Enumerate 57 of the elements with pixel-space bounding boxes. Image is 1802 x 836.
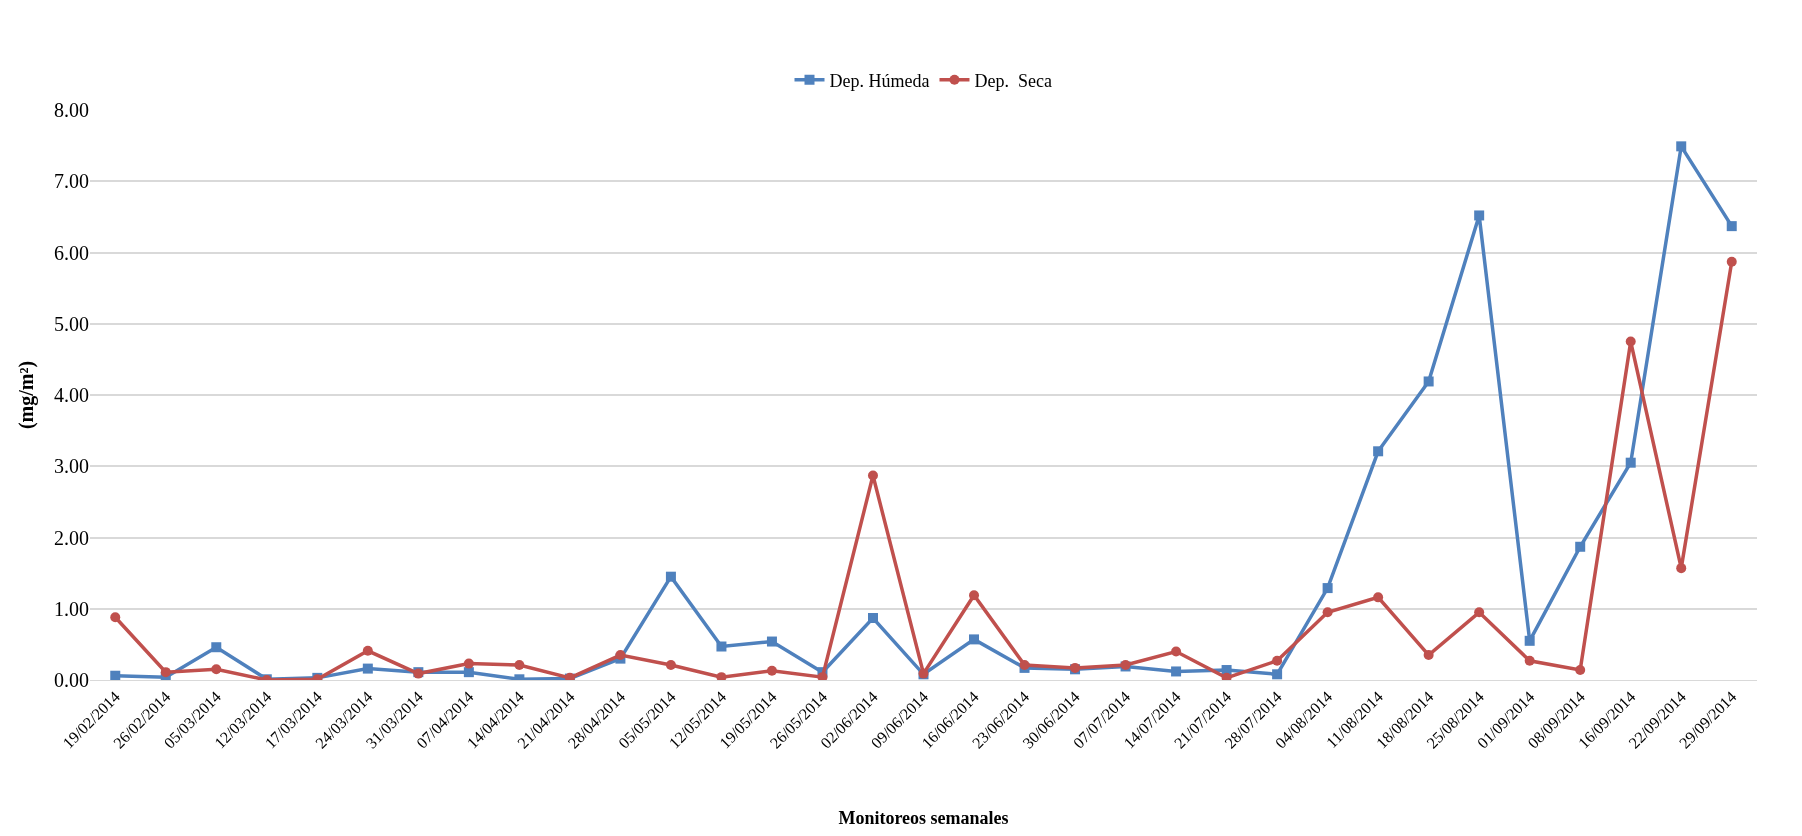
point: [463, 667, 474, 678]
point: [362, 645, 373, 656]
point: [1676, 141, 1687, 152]
point: [1625, 457, 1636, 468]
x-axis-title: Monitoreos semanales: [838, 807, 1009, 828]
point: [1322, 607, 1333, 618]
y-axis-title: (mg/m²): [14, 360, 38, 430]
point: [969, 634, 980, 645]
point: [1625, 336, 1636, 347]
point: [969, 590, 980, 601]
point: [160, 667, 171, 678]
y-tick-label: 1.00: [54, 597, 89, 620]
point: [1221, 672, 1232, 680]
point: [716, 641, 727, 652]
y-tick-label: 5.00: [54, 312, 89, 335]
point: [766, 665, 777, 676]
point: [1373, 446, 1384, 457]
point: [1575, 665, 1586, 676]
point: [1171, 666, 1182, 677]
point: [1726, 256, 1737, 267]
point: [1676, 563, 1687, 574]
point: [665, 660, 676, 671]
point: [110, 670, 121, 680]
legend-label: Dep. Húmeda: [829, 70, 930, 91]
point: [665, 571, 676, 582]
point: [1726, 221, 1737, 232]
point: [1524, 635, 1535, 646]
y-tick-label: 2.00: [54, 526, 89, 549]
point: [1322, 583, 1333, 594]
point: [867, 470, 878, 481]
point: [1423, 650, 1434, 661]
point: [514, 660, 525, 671]
y-tick-label: 7.00: [54, 170, 89, 193]
point: [1474, 607, 1485, 618]
point: [1373, 592, 1384, 603]
point: [211, 664, 222, 675]
legend-label: Dep. Seca: [974, 70, 1052, 91]
point: [867, 613, 878, 624]
y-tick-label: 0.00: [54, 669, 89, 691]
point: [1575, 541, 1586, 552]
y-tick-label: 3.00: [54, 455, 89, 478]
point: [1474, 210, 1485, 221]
point: [817, 672, 828, 680]
y-tick-label: 4.00: [54, 384, 89, 406]
point: [110, 612, 121, 623]
y-tick-label: 6.00: [54, 241, 89, 264]
point: [1423, 376, 1434, 387]
point: [766, 636, 777, 647]
point: [716, 672, 727, 680]
point: [1272, 655, 1283, 666]
point: [1171, 646, 1182, 657]
point: [1272, 669, 1283, 680]
point: [362, 663, 373, 674]
point: [463, 658, 474, 669]
point: [1524, 655, 1535, 666]
y-tick-label: 8.00: [54, 99, 89, 121]
point: [211, 642, 222, 653]
